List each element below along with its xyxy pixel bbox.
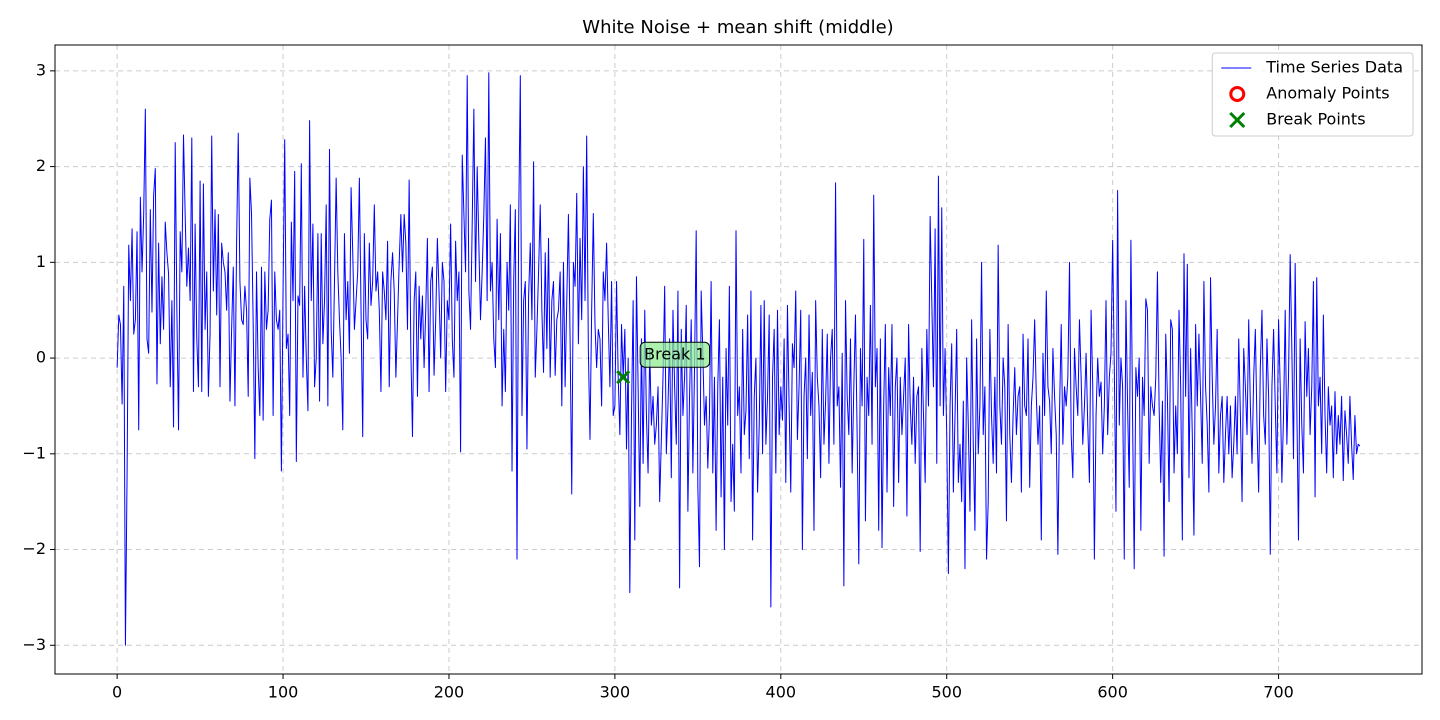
y-tick-label: −2 <box>22 539 46 558</box>
legend-label: Anomaly Points <box>1266 84 1389 103</box>
y-tick-label: 1 <box>36 252 46 271</box>
y-tick-label: 0 <box>36 348 46 367</box>
annotation-text: Break 1 <box>644 345 705 364</box>
legend-label: Time Series Data <box>1265 58 1403 77</box>
x-tick-label: 500 <box>931 683 962 702</box>
legend: Time Series Data Anomaly Points Break Poin… <box>1211 52 1414 137</box>
legend-label: Break Points <box>1266 110 1365 129</box>
x-tick-label: 100 <box>268 683 299 702</box>
legend-marker <box>1229 111 1246 129</box>
y-tick-label: −1 <box>22 443 46 462</box>
legend-marker <box>1229 86 1246 102</box>
chart-title: White Noise + mean shift (middle) <box>582 17 893 38</box>
x-tick-label: 400 <box>766 683 797 702</box>
break-point <box>616 370 631 385</box>
y-tick-label: 3 <box>36 60 46 79</box>
legend-box <box>1211 52 1414 137</box>
y-tick-label: −3 <box>22 635 46 654</box>
x-tick-label: 0 <box>112 683 122 702</box>
x-tick-label: 700 <box>1263 683 1294 702</box>
x-tick-label: 200 <box>434 683 465 702</box>
annotation-box <box>639 341 711 368</box>
x-tick-label: 300 <box>600 683 631 702</box>
y-tick-label: 2 <box>36 156 46 175</box>
plot-frame <box>54 44 1423 675</box>
series-line <box>116 72 1361 646</box>
break-point-stroke <box>616 370 631 385</box>
x-tick-label: 600 <box>1097 683 1128 702</box>
